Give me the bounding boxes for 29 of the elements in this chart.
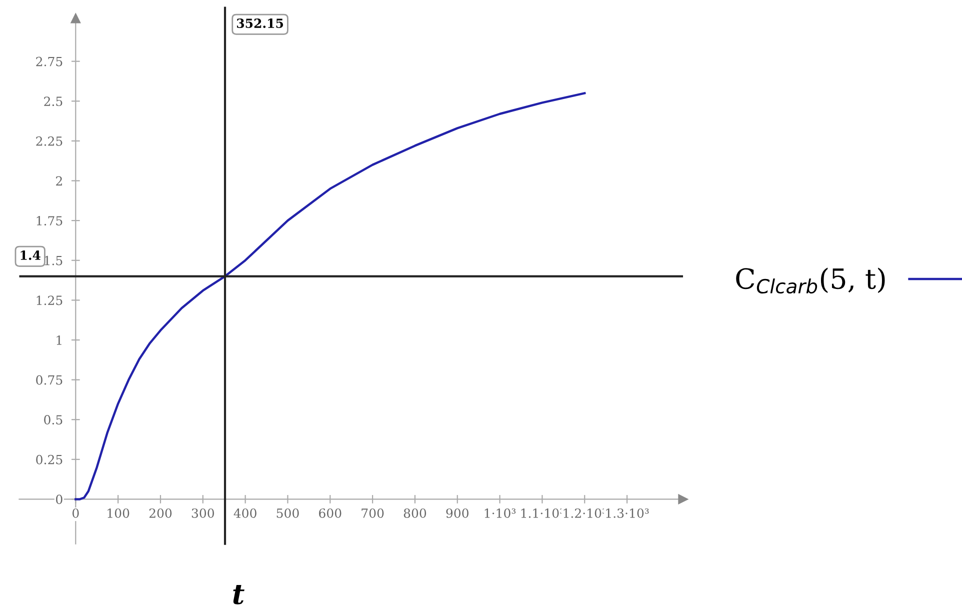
y-tick-label: 1 — [56, 335, 62, 345]
y-tick-label: 0.25 — [36, 454, 62, 464]
y-tick-label: 0.75 — [36, 375, 62, 385]
y-tick-label: 2.25 — [36, 136, 62, 146]
x-axis-title: t — [233, 585, 244, 604]
ref-line-label: 352.15 — [236, 18, 284, 28]
x-tick-label: 500 — [276, 508, 299, 518]
y-tick-label: 1.5 — [44, 256, 62, 266]
x-tick-label: 100 — [108, 508, 130, 518]
ref-line-label: 1.4 — [20, 250, 40, 260]
x-tick-label: 700 — [362, 508, 384, 518]
x-tick-label: 1.3·10³ — [606, 508, 649, 518]
x-tick-label: 800 — [404, 508, 426, 518]
y-tick-label: 1.25 — [36, 296, 62, 306]
y-tick-label: 2.75 — [36, 56, 62, 66]
x-tick-label: 600 — [319, 508, 342, 518]
x-tick-label: 400 — [234, 508, 256, 518]
x-tick-label: 300 — [192, 508, 214, 518]
x-tick-label: 0 — [72, 508, 79, 518]
y-tick-label: 2 — [56, 176, 62, 186]
line-series — [74, 92, 586, 500]
legend-label: C$_{Clcarb}$(5, t) — [736, 268, 885, 294]
y-tick-label: 1.75 — [36, 216, 62, 226]
y-tick-label: 2.5 — [44, 96, 62, 106]
y-tick-label: 0 — [56, 494, 62, 504]
x-tick-label: 200 — [149, 508, 172, 518]
y-tick-label: 0.5 — [44, 415, 62, 425]
x-tick-label: 1·10³ — [484, 508, 516, 518]
x-tick-label: 900 — [446, 508, 468, 518]
